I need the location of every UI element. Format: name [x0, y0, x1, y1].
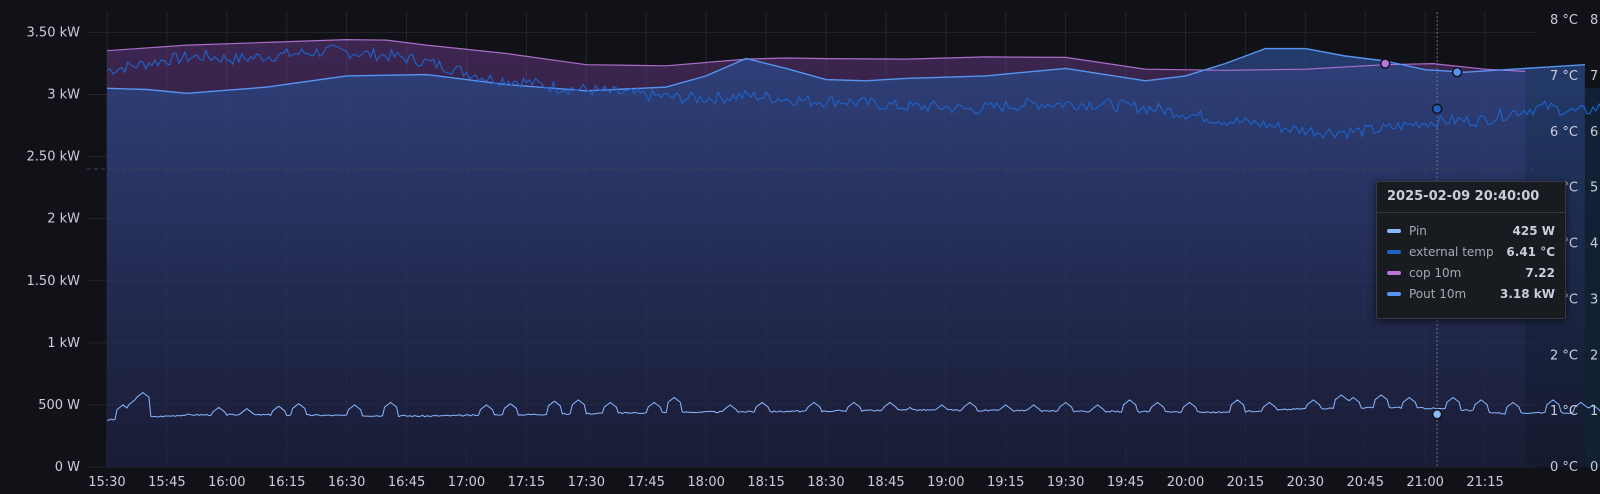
series-color-swatch: [1387, 291, 1401, 296]
pout-10m-tail-shade: [1584, 88, 1600, 468]
x-tick-label: 19:15: [987, 475, 1024, 490]
x-tick-label: 21:00: [1406, 475, 1443, 490]
tooltip-row-pout-10m: Pout 10m 3.18 kW: [1377, 283, 1565, 304]
tooltip-series-name: Pout 10m: [1409, 286, 1467, 301]
y-right-cop-tick-label: 7: [1590, 69, 1598, 84]
y-right-temp-tick-label: 1 °C: [1550, 404, 1578, 419]
y-left-tick-label: 2.50 kW: [27, 150, 81, 165]
y-right-cop-tick-label: 5: [1590, 181, 1598, 196]
tooltip-series-value: 425 W: [1512, 223, 1555, 238]
external-temp-hover-point: [1431, 103, 1443, 115]
x-tick-label: 17:15: [508, 475, 545, 490]
tooltip-series-value: 7.22: [1525, 265, 1555, 280]
y-right-temp-tick-label: 0 °C: [1550, 460, 1578, 475]
x-tick-label: 17:45: [627, 475, 664, 490]
tooltip-timestamp: 2025-02-09 20:40:00: [1377, 182, 1565, 213]
x-tick-label: 18:00: [687, 475, 724, 490]
y-right-cop-tick-label: 2: [1590, 348, 1598, 363]
x-tick-label: 16:15: [268, 475, 305, 490]
y-right-cop-tick-label: 3: [1590, 292, 1598, 307]
x-tick-label: 19:00: [927, 475, 964, 490]
x-tick-label: 18:45: [867, 475, 904, 490]
x-tick-label: 20:30: [1287, 475, 1324, 490]
y-left-tick-label: 1 kW: [47, 336, 80, 351]
x-tick-label: 18:30: [807, 475, 844, 490]
tooltip-series-name: external temp: [1409, 244, 1494, 259]
x-tick-label: 18:15: [747, 475, 784, 490]
pin-hover-point: [1431, 408, 1443, 420]
series-color-swatch: [1387, 228, 1401, 233]
x-tick-label: 20:45: [1347, 475, 1384, 490]
series-color-swatch: [1387, 270, 1401, 275]
external-temp-line: [106, 44, 1600, 140]
series-color-swatch: [1387, 249, 1401, 254]
x-tick-label: 16:30: [328, 475, 365, 490]
tooltip-row-pin: Pin 425 W: [1377, 220, 1565, 241]
y-right-temp-tick-label: 8 °C: [1550, 13, 1578, 28]
tooltip-series-value: 6.41 °C: [1506, 244, 1555, 259]
y-right-cop-tick-label: 1: [1590, 404, 1598, 419]
y-right-temp-tick-label: 6 °C: [1550, 125, 1578, 140]
tooltip-row-cop-10m: cop 10m 7.22: [1377, 262, 1565, 283]
tooltip-series-name: cop 10m: [1409, 265, 1462, 280]
x-tick-label: 21:15: [1466, 475, 1503, 490]
pin-line: [106, 391, 1600, 421]
y-left-tick-label: 0 W: [55, 460, 80, 475]
y-right-cop-tick-label: 4: [1590, 237, 1598, 252]
tooltip-row-external-temp: external temp 6.41 °C: [1377, 241, 1565, 262]
y-right-temp-tick-label: 2 °C: [1550, 348, 1578, 363]
y-left-tick-label: 2 kW: [47, 212, 80, 227]
cop-10m-line: [106, 38, 1526, 72]
x-tick-label: 16:00: [208, 475, 245, 490]
y-left-tick-label: 3.50 kW: [27, 25, 81, 40]
tooltip-series-name: Pin: [1409, 223, 1427, 238]
y-left-tick-label: 1.50 kW: [27, 274, 81, 289]
y-right-cop-tick-label: 6: [1590, 125, 1598, 140]
y-left-tick-label: 3 kW: [47, 88, 80, 103]
x-tick-label: 15:45: [148, 475, 185, 490]
pout-10m-hover-point: [1451, 66, 1463, 78]
hover-tooltip: 2025-02-09 20:40:00 Pin 425 W external t…: [1376, 181, 1566, 319]
x-tick-label: 19:45: [1107, 475, 1144, 490]
x-tick-label: 19:30: [1047, 475, 1084, 490]
y-right-temp-tick-label: 7 °C: [1550, 69, 1578, 84]
pout-10m-area: [107, 48, 1585, 467]
y-right-cop-tick-label: 0: [1590, 460, 1598, 475]
x-tick-label: 15:30: [88, 475, 125, 490]
x-tick-label: 16:45: [388, 475, 425, 490]
x-tick-label: 20:15: [1227, 475, 1264, 490]
y-right-cop-tick-label: 8: [1590, 13, 1598, 28]
cop-10m-hover-point: [1379, 58, 1391, 69]
x-tick-label: 17:00: [448, 475, 485, 490]
pout-10m-line: [106, 47, 1585, 95]
x-tick-label: 17:30: [568, 475, 605, 490]
tooltip-series-value: 3.18 kW: [1499, 286, 1555, 301]
x-tick-label: 20:00: [1167, 475, 1204, 490]
y-left-tick-label: 500 W: [38, 398, 80, 413]
